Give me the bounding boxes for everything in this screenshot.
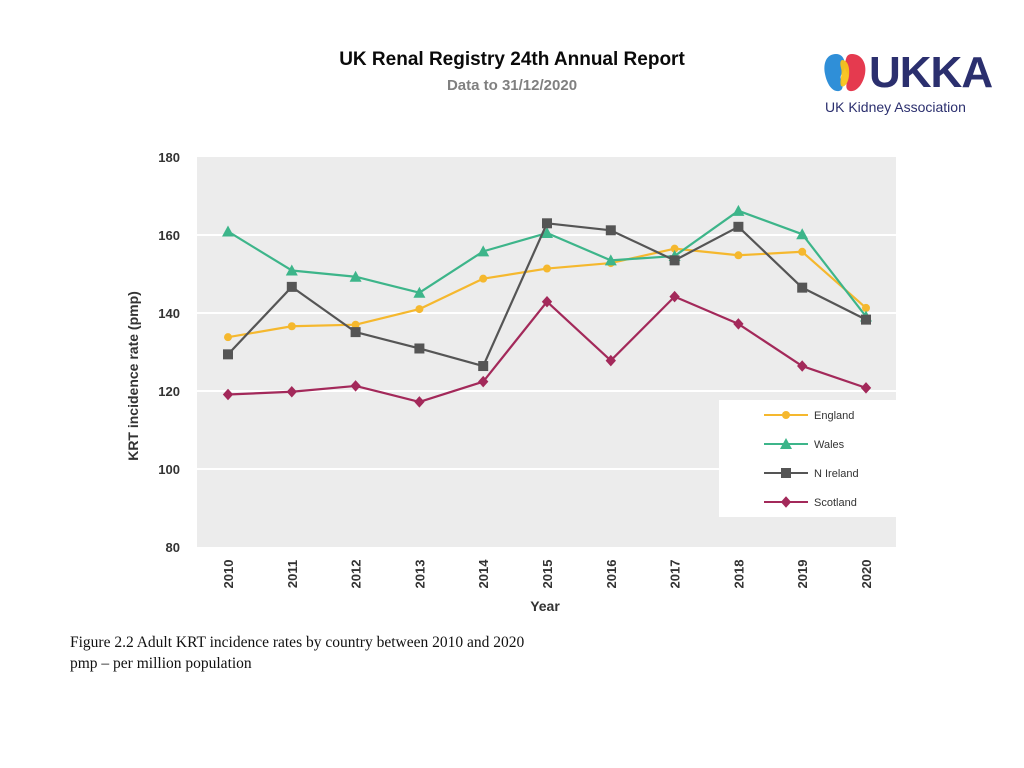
data-point-scotland xyxy=(860,382,872,394)
y-tick-label: 140 xyxy=(158,306,180,321)
caption-line-2: pmp – per million population xyxy=(70,655,252,672)
x-tick-label: 2019 xyxy=(795,560,810,589)
data-point-scotland xyxy=(350,380,361,392)
legend-label: Scotland xyxy=(814,497,857,509)
series-scotland xyxy=(222,290,872,408)
data-point-scotland xyxy=(797,360,808,372)
data-point-wales xyxy=(222,225,234,237)
data-point-n-ireland xyxy=(797,282,808,293)
y-axis-label: KRT incidence rate (pmp) xyxy=(125,291,141,461)
data-point-wales xyxy=(349,270,362,282)
series-group xyxy=(222,204,872,408)
data-point-england xyxy=(224,333,232,342)
x-tick-label: 2012 xyxy=(349,560,364,589)
data-point-n-ireland xyxy=(478,361,489,372)
x-axis-label: Year xyxy=(530,598,560,614)
data-point-england xyxy=(670,244,679,253)
legend-item-scotland: Scotland xyxy=(764,496,857,509)
y-tick-label: 80 xyxy=(166,540,180,555)
data-point-england xyxy=(479,274,488,283)
legend-item-wales: Wales xyxy=(764,438,845,451)
legend-item-england: England xyxy=(764,410,854,422)
data-point-england xyxy=(287,322,296,331)
data-point-wales xyxy=(477,245,490,257)
data-point-england xyxy=(351,320,360,329)
x-tick-label: 2020 xyxy=(859,560,874,589)
logo-wordmark: UKKA xyxy=(869,48,993,97)
data-point-scotland xyxy=(605,354,616,367)
data-point-scotland xyxy=(478,375,489,388)
legend-marker-england xyxy=(782,411,790,419)
series-england xyxy=(224,244,870,342)
data-point-england xyxy=(543,264,551,273)
legend-label: England xyxy=(814,410,854,422)
data-point-scotland xyxy=(669,290,680,303)
data-point-scotland xyxy=(222,388,234,401)
legend-marker-n-ireland xyxy=(781,468,791,478)
legend-marker-scotland xyxy=(780,496,792,508)
y-tick-label: 160 xyxy=(158,228,180,243)
data-point-scotland xyxy=(541,295,553,308)
data-point-england xyxy=(415,305,424,314)
x-tick-label: 2016 xyxy=(604,560,619,589)
legend-label: Wales xyxy=(814,439,845,451)
data-point-wales xyxy=(604,254,617,266)
data-point-wales xyxy=(796,228,809,240)
data-point-n-ireland xyxy=(542,218,552,229)
data-point-wales xyxy=(541,227,553,239)
report-subtitle: Data to 31/12/2020 xyxy=(446,77,578,94)
data-point-n-ireland xyxy=(350,327,361,338)
x-tick-label: 2017 xyxy=(668,560,683,589)
data-point-england xyxy=(798,247,807,256)
legend-label: N Ireland xyxy=(814,468,859,480)
x-tick-label: 2013 xyxy=(412,560,427,589)
data-point-scotland xyxy=(414,396,425,408)
legend: England Wales N Ireland Scotland xyxy=(719,400,896,517)
data-point-england xyxy=(862,303,870,312)
data-point-wales xyxy=(413,286,426,298)
y-tick-label: 100 xyxy=(158,462,180,477)
data-point-n-ireland xyxy=(605,225,616,236)
data-point-n-ireland xyxy=(733,221,744,232)
legend-marker-wales xyxy=(780,438,792,449)
data-point-n-ireland xyxy=(669,255,680,266)
data-point-scotland xyxy=(733,318,744,330)
data-point-n-ireland xyxy=(286,281,297,292)
report-title: UK Renal Registry 24th Annual Report xyxy=(339,49,685,70)
x-tick-label: 2010 xyxy=(221,560,236,589)
x-tick-label: 2011 xyxy=(285,560,300,588)
data-point-n-ireland xyxy=(223,349,233,360)
data-point-wales xyxy=(732,204,745,216)
kidney-logo-icon xyxy=(824,54,866,92)
x-tick-label: 2015 xyxy=(540,560,555,589)
data-point-n-ireland xyxy=(861,314,871,325)
y-axis-ticks: 80 100 120 140 160 180 xyxy=(158,150,180,555)
y-tick-label: 180 xyxy=(158,150,180,165)
x-tick-label: 2014 xyxy=(476,559,491,589)
series-n-ireland xyxy=(223,218,871,372)
data-point-scotland xyxy=(286,386,297,398)
data-point-n-ireland xyxy=(414,343,425,354)
legend-item-n-ireland: N Ireland xyxy=(764,468,859,480)
data-point-england xyxy=(734,251,743,260)
logo-name: UK Kidney Association xyxy=(825,99,966,115)
data-point-wales xyxy=(285,264,298,276)
y-tick-label: 120 xyxy=(158,384,180,399)
legend-box xyxy=(719,400,896,517)
ukka-logo: UKKA UK Kidney Association xyxy=(822,48,997,120)
figure-caption: Figure 2.2 Adult KRT incidence rates by … xyxy=(70,632,524,674)
x-tick-label: 2018 xyxy=(731,560,746,589)
x-axis-ticks: 2010 2011 2012 2013 2014 2015 2016 2017 2018 2019… xyxy=(221,559,874,589)
caption-line-1: Figure 2.2 Adult KRT incidence rates by … xyxy=(70,634,525,651)
